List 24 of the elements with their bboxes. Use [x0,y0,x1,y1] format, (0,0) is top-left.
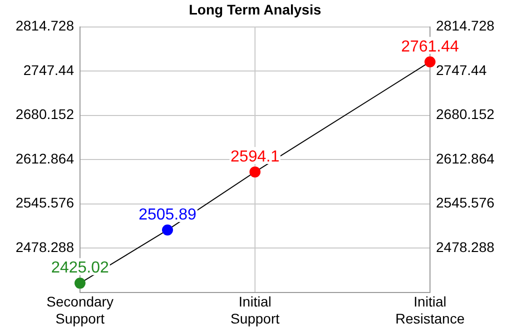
y2-tick-label: 2612.864 [436,150,495,166]
data-label: 2505.89 [138,206,197,224]
y-tick-label: 2680.152 [16,106,74,122]
y-tick-label: 2545.576 [16,194,74,211]
x-tick-label: Initial Resistance [395,294,465,326]
point [424,56,436,68]
y-tick-label: 2747.44 [23,62,74,78]
y2-tick-label: 2814.728 [436,18,495,34]
data-label: 2594.1 [230,148,280,166]
y-tick-label: 2612.864 [16,150,74,166]
y2-tick-label: 2747.44 [436,62,487,78]
y-tick-label: 2478.288 [16,238,74,255]
data-label: 2425.02 [51,260,110,277]
point [250,166,260,178]
y2-tick-label: 2545.576 [436,194,495,211]
y2-tick-label: 2680.152 [436,106,495,122]
chart-title: Long Term Analysis [188,1,322,18]
y-tick-label: 2814.728 [16,18,74,34]
point [74,278,86,289]
x-tick-label: Secondary Support [46,294,114,326]
x-tick-label: Initial Support [230,294,280,326]
point [162,224,173,236]
data-label: 2761.44 [401,38,460,56]
y2-tick-label: 2478.288 [436,238,495,255]
